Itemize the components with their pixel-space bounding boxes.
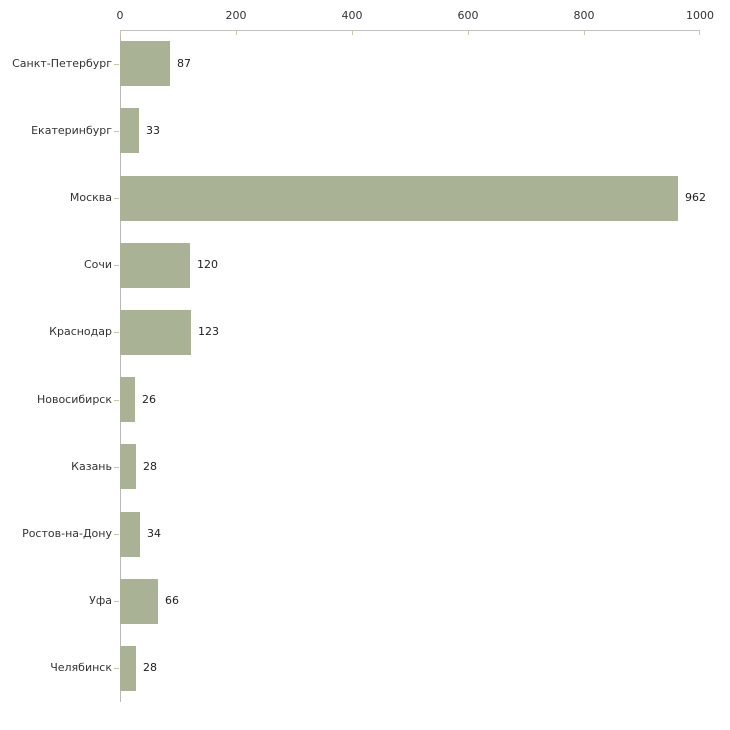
category-label: Новосибирск	[36, 393, 112, 406]
x-axis-tick	[468, 30, 469, 35]
y-axis-tick	[114, 198, 119, 199]
x-axis-tick	[236, 30, 237, 35]
bar	[120, 41, 170, 86]
x-axis-tick-label: 800	[573, 9, 595, 22]
bar-value-label: 962	[685, 191, 706, 204]
bar-value-label: 66	[165, 594, 179, 607]
category-label: Москва	[69, 191, 112, 204]
plot-area	[120, 30, 700, 702]
x-axis-tick-label: 1000	[686, 9, 714, 22]
y-axis-tick	[114, 265, 119, 266]
y-axis-tick	[114, 400, 119, 401]
bar-value-label: 123	[198, 325, 219, 338]
y-axis-tick	[114, 64, 119, 65]
bar	[120, 176, 678, 221]
bar	[120, 579, 158, 624]
category-label: Краснодар	[49, 325, 112, 338]
bar	[120, 310, 191, 355]
category-label: Челябинск	[50, 661, 112, 674]
bar-value-label: 26	[142, 393, 156, 406]
bar-value-label: 28	[143, 460, 157, 473]
category-label: Казань	[71, 460, 112, 473]
bar-value-label: 28	[143, 661, 157, 674]
category-label: Санкт-Петербург	[12, 57, 112, 70]
bar	[120, 646, 136, 691]
category-label: Ростов-на-Дону	[22, 527, 112, 540]
bar-value-label: 33	[146, 124, 160, 137]
bar	[120, 512, 140, 557]
y-axis-tick	[114, 668, 119, 669]
category-label: Екатеринбург	[31, 124, 112, 137]
x-axis-tick-label: 600	[457, 9, 479, 22]
bar-value-label: 87	[177, 57, 191, 70]
bar	[120, 108, 139, 153]
x-axis-tick-label: 0	[116, 9, 124, 22]
bar	[120, 243, 190, 288]
x-axis-tick-label: 400	[341, 9, 363, 22]
bar-value-label: 34	[147, 527, 161, 540]
y-axis-tick	[114, 131, 119, 132]
y-axis-tick	[114, 601, 119, 602]
y-axis-tick	[114, 332, 119, 333]
x-axis-tick	[352, 30, 353, 35]
bar-value-label: 120	[197, 258, 218, 271]
category-label: Сочи	[83, 258, 112, 271]
y-axis-tick	[114, 467, 119, 468]
bar	[120, 444, 136, 489]
x-axis-tick	[584, 30, 585, 35]
x-axis-tick	[120, 30, 121, 35]
category-label: Уфа	[89, 594, 112, 607]
y-axis-tick	[114, 534, 119, 535]
x-axis-tick-label: 200	[225, 9, 247, 22]
x-axis-tick	[699, 30, 700, 35]
bar	[120, 377, 135, 422]
